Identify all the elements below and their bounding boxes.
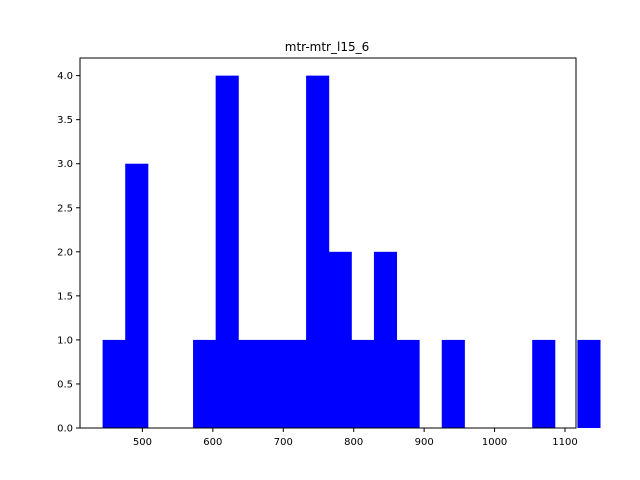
- y-tick-label: 2.0: [57, 247, 73, 258]
- y-tick-label: 3.5: [57, 115, 73, 126]
- y-tick-label: 3.0: [57, 159, 73, 170]
- histogram-bar: [283, 339, 307, 428]
- y-tick-label: 4.0: [57, 71, 73, 82]
- x-tick-label: 500: [133, 437, 152, 448]
- histogram-bar: [373, 251, 398, 428]
- histogram-bar: [396, 339, 420, 428]
- y-tick-label: 0.0: [57, 424, 73, 435]
- histogram-bar: [328, 251, 352, 428]
- chart-title: mtr-mtr_l15_6: [285, 40, 369, 54]
- histogram-bar: [441, 339, 465, 428]
- histogram-bars: [102, 75, 601, 428]
- histogram-bar: [532, 339, 556, 428]
- histogram-bar: [238, 339, 262, 428]
- plot-frame: [79, 57, 577, 429]
- y-tick-label: 0.5: [57, 379, 73, 390]
- x-axis: 500 600 700 800 900 1000 1100: [133, 428, 578, 448]
- x-tick-label: 1000: [482, 437, 507, 448]
- histogram-bar: [125, 163, 149, 428]
- histogram-bar: [306, 75, 330, 428]
- x-tick-label: 900: [415, 437, 434, 448]
- histogram-bar: [260, 339, 284, 428]
- histogram-bar: [193, 339, 217, 428]
- y-tick-label: 1.5: [57, 291, 73, 302]
- histogram-bar: [215, 75, 239, 428]
- x-tick-label: 700: [274, 437, 293, 448]
- x-tick-label: 600: [203, 437, 222, 448]
- y-tick-label: 1.0: [57, 335, 73, 346]
- y-axis: 0.0 0.5 1.0 1.5 2.0 2.5 3.0 3.5 4.0: [57, 71, 80, 435]
- histogram-bar: [351, 339, 375, 428]
- y-tick-label: 2.5: [57, 203, 73, 214]
- histogram-bar: [102, 339, 126, 428]
- histogram-bar: [577, 339, 601, 428]
- x-tick-label: 800: [344, 437, 363, 448]
- x-tick-label: 1100: [552, 437, 577, 448]
